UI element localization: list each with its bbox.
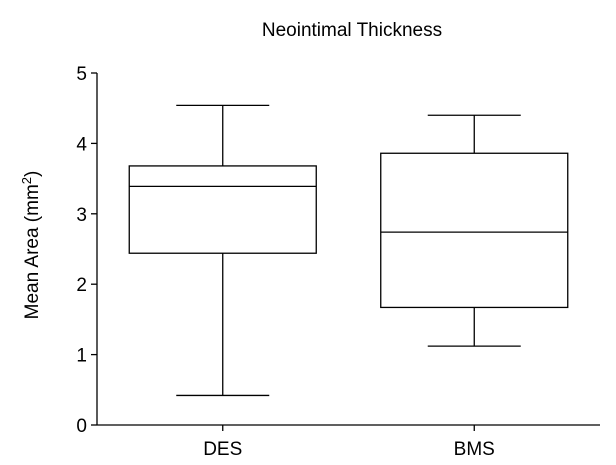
box-des: DES xyxy=(128,104,317,460)
y-tick-label: 0 xyxy=(76,416,87,437)
y-axis-label-main: Mean Area (mm xyxy=(22,184,43,319)
y-tick-label: 4 xyxy=(76,134,87,155)
x-category-label: BMS xyxy=(454,439,495,460)
interquartile-box xyxy=(128,165,317,254)
box-bms: BMS xyxy=(380,114,569,460)
y-tick-label: 1 xyxy=(76,346,87,367)
y-tick-label: 2 xyxy=(76,275,87,296)
interquartile-box xyxy=(380,152,569,309)
y-axis-label: Mean Area (mm2) xyxy=(19,171,43,320)
y-tick-label: 5 xyxy=(76,64,87,85)
x-category-label: DES xyxy=(203,439,242,460)
y-axis-label-superscript: 2 xyxy=(19,177,34,184)
boxes-group: DES BMS xyxy=(128,104,569,460)
chart-title: Neointimal Thickness xyxy=(262,20,442,41)
y-tick-label: 3 xyxy=(76,205,87,226)
y-axis-label-suffix: ) xyxy=(22,171,43,177)
axes: 0 1 2 3 4 5 xyxy=(76,64,600,437)
